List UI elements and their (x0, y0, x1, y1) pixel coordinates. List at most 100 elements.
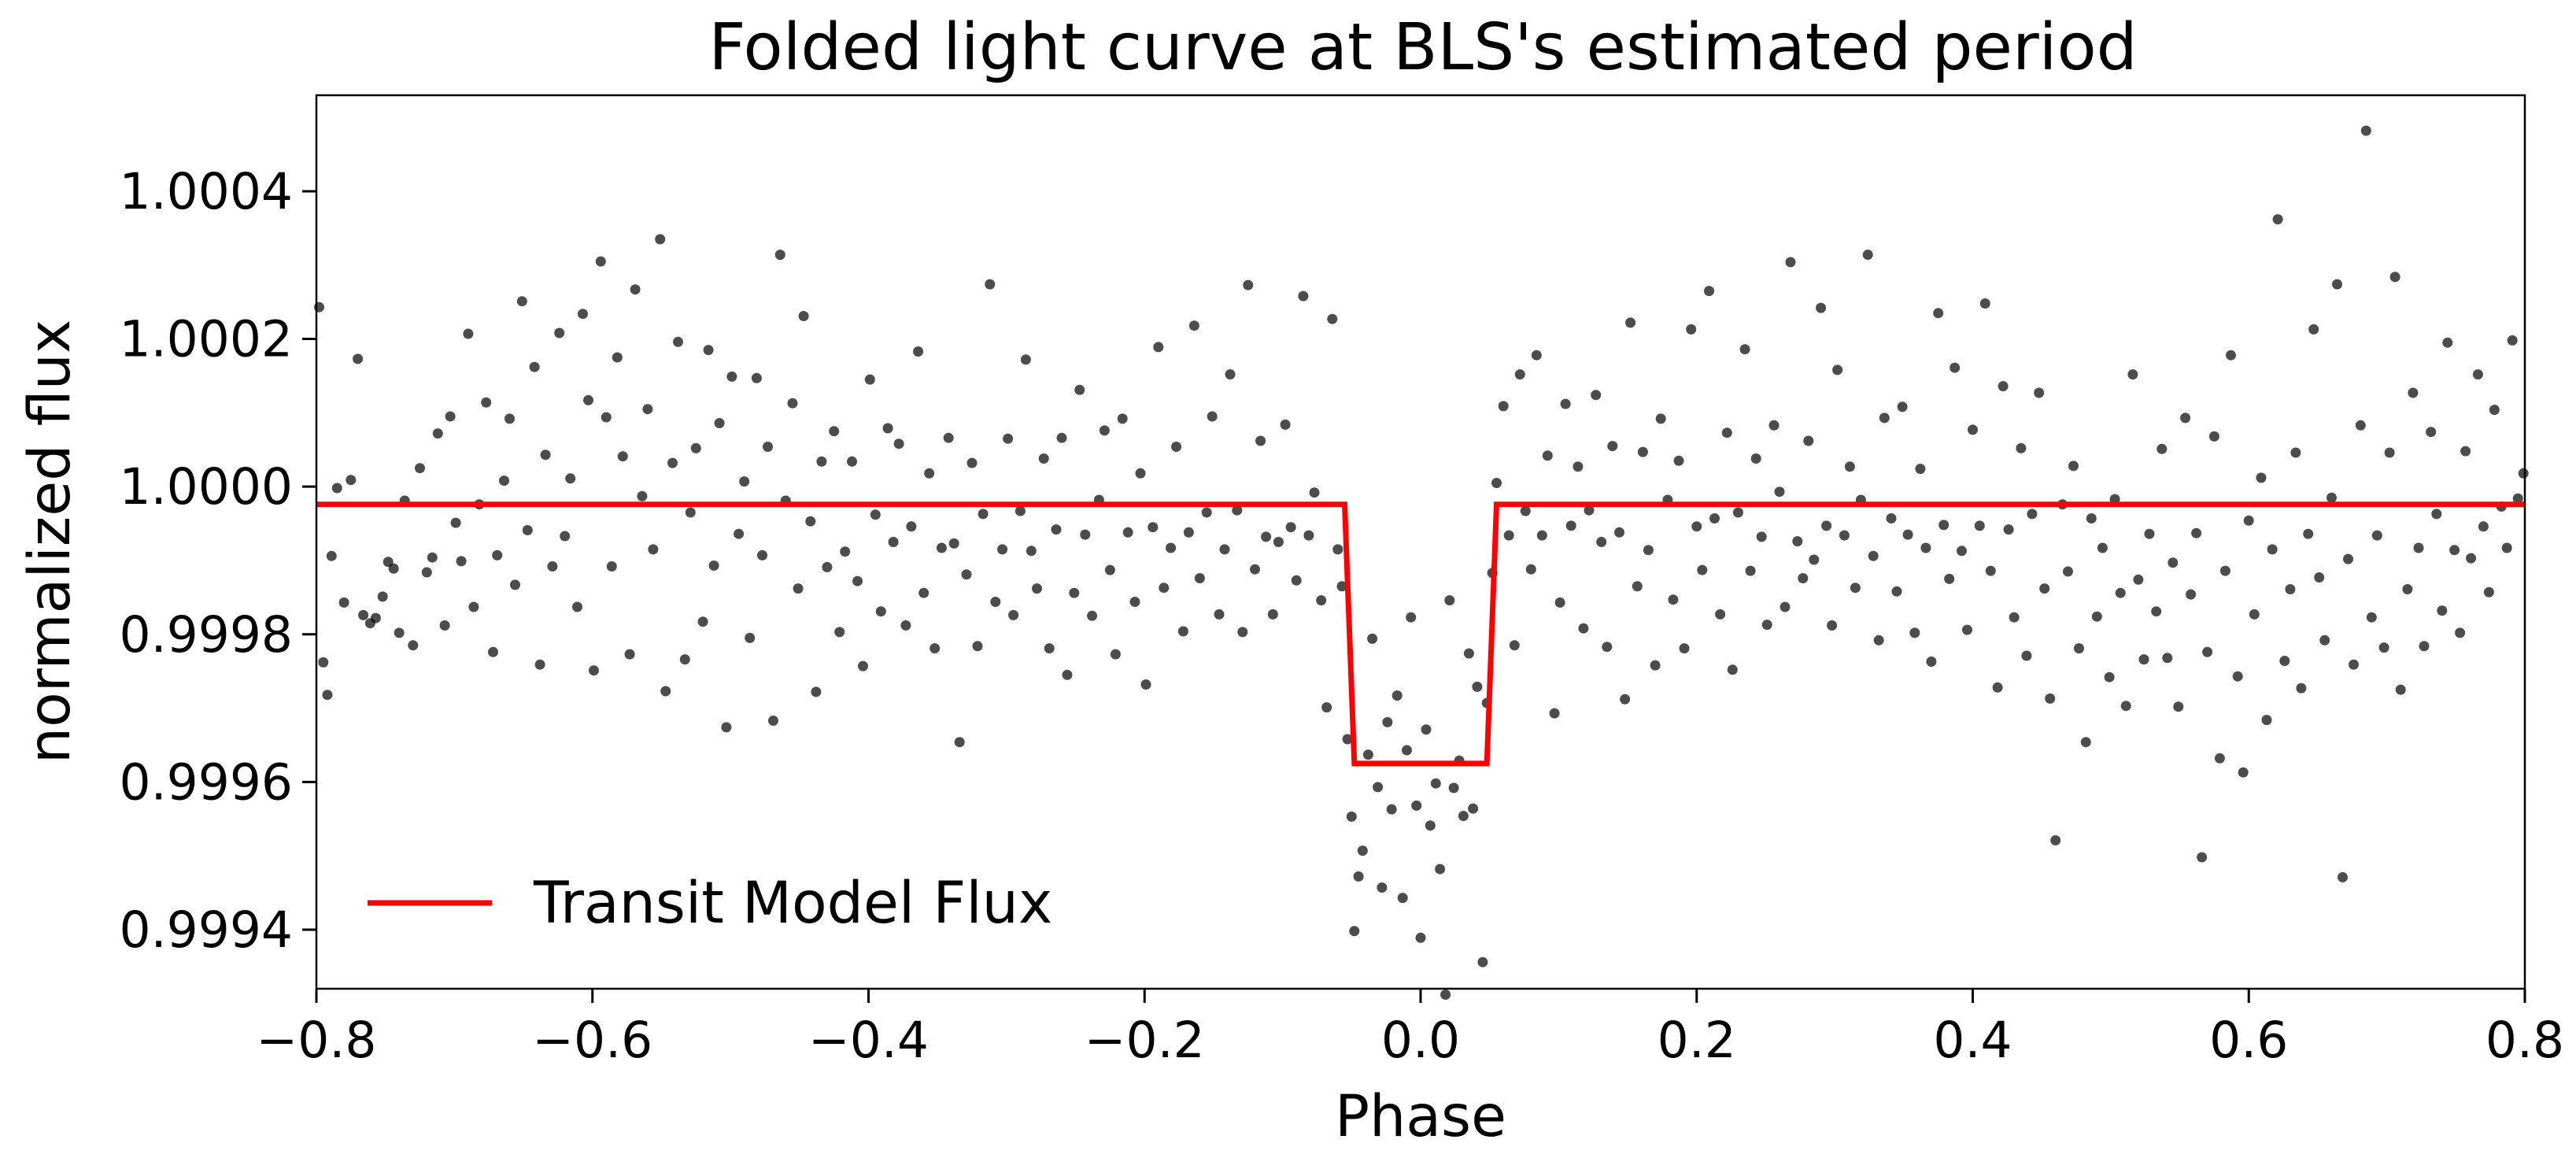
data-point (2413, 542, 2424, 553)
data-point (1933, 308, 1944, 319)
data-point (990, 597, 1001, 607)
data-point (637, 490, 648, 501)
data-point (432, 428, 443, 439)
data-point (2168, 557, 2179, 568)
x-tick-label: −0.4 (808, 1012, 929, 1069)
data-point (516, 296, 527, 307)
data-point (1909, 627, 1920, 638)
data-point (2027, 509, 2038, 520)
data-point (2197, 852, 2208, 863)
data-point (1792, 536, 1803, 547)
data-point (510, 579, 520, 590)
data-point (852, 575, 863, 586)
data-point (2518, 468, 2529, 479)
data-point (2186, 589, 2197, 600)
data-point (1686, 324, 1697, 335)
data-point (2115, 587, 2126, 598)
data-point (2408, 387, 2419, 398)
data-point (930, 643, 941, 654)
data-point (1498, 401, 1509, 412)
data-point (488, 646, 498, 657)
x-tick-label: −0.2 (1085, 1012, 1205, 1069)
data-point (1620, 694, 1631, 705)
data-point (1827, 620, 1838, 631)
data-point (612, 352, 623, 363)
data-point (2442, 337, 2453, 348)
data-point (1573, 461, 1584, 472)
data-point (1362, 749, 1373, 760)
x-tick-label: 0.4 (1933, 1012, 2012, 1069)
data-point (1080, 529, 1091, 540)
data-point (331, 483, 342, 494)
data-point (1219, 544, 1230, 555)
data-point (1425, 820, 1436, 831)
data-point (1844, 461, 1855, 472)
data-point (1357, 845, 1368, 856)
data-point (703, 345, 714, 356)
data-point (2455, 627, 2466, 638)
data-point (840, 546, 851, 557)
data-point (2144, 528, 2155, 539)
data-point (1008, 609, 1019, 620)
data-point (961, 569, 972, 580)
data-point (1402, 745, 1412, 756)
data-point (2063, 566, 2073, 577)
data-point (1285, 522, 1296, 533)
data-point (1602, 642, 1613, 653)
data-point (1440, 990, 1451, 1000)
data-point (1821, 520, 1832, 531)
data-point (1816, 302, 1827, 313)
data-point (370, 612, 381, 623)
data-point (2437, 605, 2448, 616)
data-point (1768, 420, 1780, 431)
data-point (2402, 584, 2413, 594)
data-point (829, 426, 840, 437)
data-point (1353, 871, 1364, 882)
data-point (1038, 453, 1049, 464)
data-point (900, 620, 911, 631)
data-point (1578, 623, 1589, 634)
data-point (1321, 702, 1332, 713)
data-point (2319, 634, 2330, 646)
data-point (2460, 446, 2471, 457)
data-point (1243, 279, 1254, 290)
data-point (468, 601, 479, 612)
data-point (1926, 657, 1937, 667)
data-point (2419, 641, 2430, 652)
data-point (2501, 542, 2512, 553)
data-point (1194, 573, 1205, 583)
data-point (679, 654, 690, 665)
data-point (2332, 279, 2342, 290)
data-point (1140, 679, 1151, 690)
data-point (2378, 642, 2389, 653)
data-point (1873, 634, 1884, 646)
data-point (2249, 609, 2260, 620)
data-point (2431, 509, 2442, 520)
data-point (338, 597, 349, 608)
data-point (421, 567, 432, 578)
data-point (1785, 257, 1796, 268)
plot-frame (315, 94, 2526, 990)
data-point (522, 525, 533, 535)
data-point (1798, 573, 1809, 583)
data-point (1554, 597, 1565, 608)
data-point (2314, 572, 2325, 583)
data-point (1316, 595, 1327, 606)
data-point (2214, 753, 2225, 764)
data-point (534, 659, 545, 670)
data-point (529, 361, 540, 372)
data-point (1087, 610, 1098, 621)
data-point (1632, 581, 1643, 592)
scatter-points-layer (314, 125, 2529, 1000)
x-axis-title: Phase (1335, 1083, 1506, 1150)
data-point (1591, 390, 1602, 401)
x-axis: −0.8 −0.6 −0.4 −0.2 0.0 0.2 0.4 0.6 0.8 (257, 989, 2564, 1069)
data-point (2068, 461, 2079, 472)
data-point (1542, 450, 1553, 461)
data-point (540, 449, 551, 461)
data-point (2162, 653, 2173, 664)
data-point (858, 660, 868, 671)
data-point (1957, 546, 1967, 557)
data-point (2449, 545, 2460, 556)
